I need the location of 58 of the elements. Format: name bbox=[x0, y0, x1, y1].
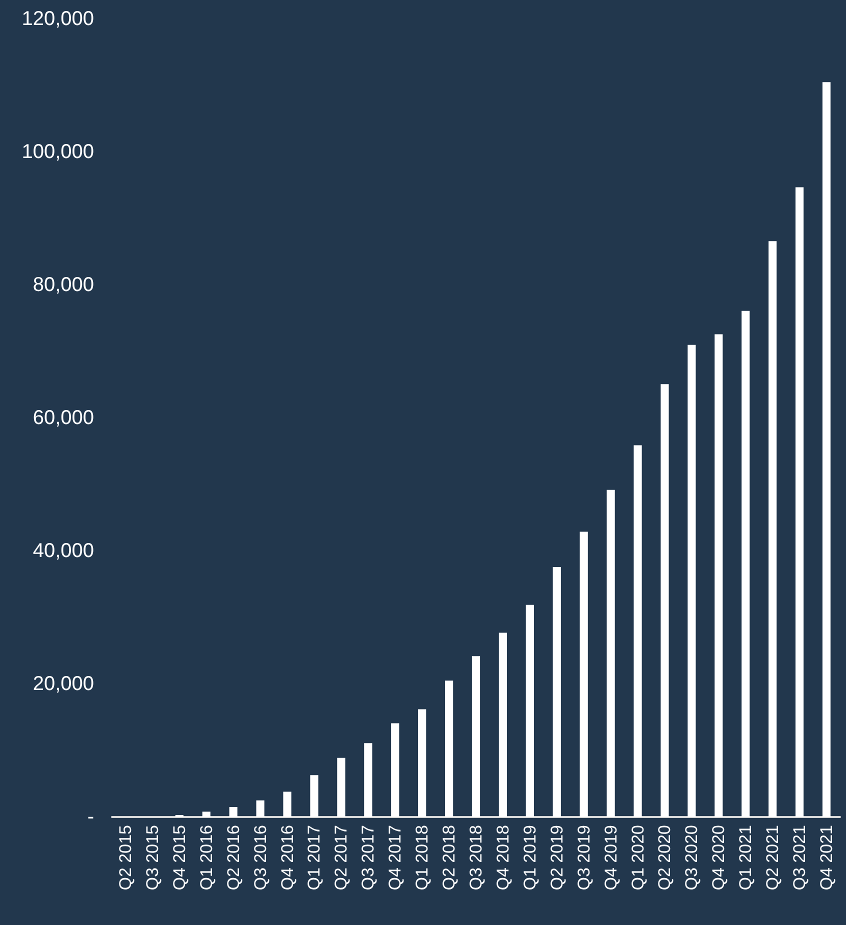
bar bbox=[606, 490, 615, 817]
bar bbox=[796, 187, 804, 817]
x-tick-label: Q2 2018 bbox=[440, 825, 459, 890]
x-tick-label: Q3 2020 bbox=[682, 825, 702, 890]
bar bbox=[822, 82, 831, 817]
x-tick-label: Q2 2019 bbox=[547, 825, 566, 890]
y-tick-label: 20,000 bbox=[32, 673, 94, 695]
x-tick-label: Q4 2019 bbox=[601, 825, 620, 890]
x-tick-label: Q2 2017 bbox=[332, 825, 351, 890]
bar bbox=[552, 566, 561, 817]
x-tick-label: Q4 2020 bbox=[709, 825, 728, 890]
bar bbox=[768, 241, 777, 817]
x-tick-label: Q2 2016 bbox=[224, 825, 243, 890]
y-tick-label: 60,000 bbox=[32, 407, 94, 429]
bar bbox=[310, 775, 318, 817]
bar bbox=[688, 344, 696, 817]
bar bbox=[229, 807, 238, 817]
bar bbox=[283, 792, 292, 817]
x-tick-label: Q4 2015 bbox=[170, 825, 189, 890]
bar bbox=[418, 709, 426, 817]
bar bbox=[742, 310, 750, 817]
bar bbox=[714, 334, 723, 817]
bar bbox=[472, 656, 480, 817]
bar bbox=[337, 758, 346, 817]
x-tick-label: Q3 2019 bbox=[574, 825, 594, 890]
x-tick-label: Q2 2021 bbox=[763, 825, 782, 890]
x-tick-label: Q4 2016 bbox=[278, 825, 297, 890]
y-tick-label: - bbox=[87, 806, 94, 828]
bar bbox=[498, 632, 508, 817]
x-tick-label: Q3 2017 bbox=[358, 825, 378, 890]
x-tick-label: Q4 2018 bbox=[493, 825, 512, 890]
x-tick-label: Q3 2021 bbox=[790, 825, 810, 890]
bar bbox=[391, 723, 400, 817]
y-tick-label: 40,000 bbox=[32, 540, 94, 562]
x-tick-label: Q4 2021 bbox=[817, 825, 836, 890]
x-tick-label: Q3 2015 bbox=[142, 825, 162, 890]
x-tick-label: Q1 2020 bbox=[628, 825, 648, 890]
x-tick-label: Q1 2016 bbox=[196, 825, 216, 890]
x-tick-label: Q1 2021 bbox=[736, 825, 756, 890]
bar bbox=[444, 680, 454, 817]
x-tick-label: Q2 2020 bbox=[655, 825, 674, 890]
bar bbox=[364, 743, 372, 817]
bar bbox=[256, 800, 264, 817]
bar bbox=[526, 604, 534, 817]
y-tick-label: 100,000 bbox=[22, 141, 94, 163]
bar bbox=[660, 384, 669, 817]
x-tick-label: Q1 2019 bbox=[520, 825, 540, 890]
x-tick-label: Q2 2015 bbox=[116, 825, 135, 890]
y-tick-label: 80,000 bbox=[32, 274, 94, 296]
bar bbox=[580, 532, 588, 817]
x-tick-label: Q3 2016 bbox=[250, 825, 270, 890]
y-tick-label: 120,000 bbox=[22, 8, 94, 30]
x-tick-label: Q1 2018 bbox=[412, 825, 432, 890]
x-tick-label: Q3 2018 bbox=[466, 825, 486, 890]
bar bbox=[202, 812, 210, 817]
x-tick-label: Q1 2017 bbox=[304, 825, 324, 890]
x-tick-label: Q4 2017 bbox=[386, 825, 405, 890]
bar bbox=[634, 445, 642, 817]
